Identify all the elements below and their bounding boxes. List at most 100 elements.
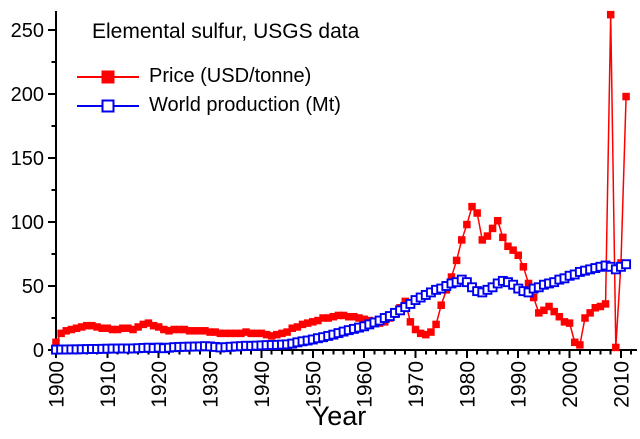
price-marker bbox=[509, 246, 517, 254]
price-marker bbox=[62, 327, 71, 335]
price-marker bbox=[252, 329, 261, 338]
x-tick-label: 1950 bbox=[302, 361, 325, 408]
price-marker bbox=[555, 312, 564, 321]
price-marker bbox=[560, 318, 569, 326]
price-marker bbox=[432, 320, 440, 329]
price-marker bbox=[550, 307, 558, 316]
price-marker bbox=[267, 332, 276, 340]
price-marker bbox=[113, 325, 122, 334]
price-marker bbox=[540, 306, 548, 315]
price-marker bbox=[529, 293, 538, 302]
price-marker bbox=[581, 314, 589, 322]
price-marker bbox=[601, 300, 610, 308]
price-marker bbox=[134, 323, 142, 331]
price-marker bbox=[468, 202, 476, 211]
price-marker bbox=[622, 92, 630, 101]
price-marker bbox=[211, 328, 219, 336]
price-marker bbox=[422, 330, 430, 339]
y-tick-label: 250 bbox=[11, 20, 44, 42]
price-marker bbox=[216, 329, 225, 338]
legend-item-price: Price (USD/tonne) bbox=[76, 62, 341, 91]
y-tick-label: 0 bbox=[33, 340, 44, 362]
price-marker bbox=[324, 314, 332, 322]
price-marker bbox=[298, 320, 307, 329]
x-tick-label: 1980 bbox=[456, 361, 479, 408]
price-marker bbox=[303, 319, 312, 327]
y-tick-label: 150 bbox=[11, 148, 44, 170]
price-marker bbox=[185, 327, 194, 335]
price-marker bbox=[612, 343, 620, 352]
price-marker bbox=[591, 304, 600, 312]
price-marker bbox=[596, 302, 605, 311]
price-marker bbox=[488, 224, 497, 233]
price-marker bbox=[119, 324, 127, 332]
price-marker bbox=[411, 325, 420, 334]
price-marker bbox=[319, 314, 327, 322]
price-marker bbox=[83, 321, 91, 330]
price-marker bbox=[406, 318, 415, 326]
price-marker bbox=[144, 319, 153, 327]
price-marker bbox=[606, 10, 615, 19]
price-marker bbox=[427, 328, 435, 336]
x-tick-label: 1900 bbox=[46, 361, 69, 408]
legend-label-price: Price (USD/tonne) bbox=[149, 65, 312, 87]
price-marker bbox=[247, 329, 255, 338]
price-marker bbox=[355, 314, 363, 322]
legend: Price (USD/tonne) World production (Mt) bbox=[76, 62, 341, 120]
price-marker bbox=[180, 325, 189, 334]
price-marker bbox=[524, 279, 533, 288]
series-price bbox=[52, 10, 630, 352]
price-marker bbox=[457, 236, 466, 244]
price-marker bbox=[437, 301, 445, 309]
price-marker bbox=[473, 209, 481, 217]
price-marker bbox=[565, 319, 574, 327]
price-marker bbox=[160, 325, 168, 334]
price-marker bbox=[129, 325, 137, 334]
price-marker bbox=[262, 330, 271, 339]
price-marker bbox=[273, 330, 281, 339]
price-marker bbox=[416, 329, 425, 338]
price-marker bbox=[226, 329, 235, 338]
price-marker bbox=[401, 297, 409, 306]
price-marker bbox=[329, 312, 338, 321]
price-series-swatch-icon bbox=[77, 70, 139, 83]
price-marker bbox=[283, 328, 291, 336]
price-marker bbox=[77, 323, 86, 331]
price-marker bbox=[170, 325, 178, 334]
price-marker bbox=[570, 338, 579, 347]
price-marker bbox=[57, 329, 65, 338]
x-tick-label: 1940 bbox=[251, 361, 274, 408]
price-marker bbox=[360, 315, 368, 324]
price-marker bbox=[242, 328, 250, 336]
price-marker bbox=[493, 216, 502, 225]
price-marker bbox=[350, 312, 358, 321]
price-marker bbox=[545, 302, 553, 311]
price-marker bbox=[93, 323, 101, 331]
production-marker bbox=[461, 277, 472, 288]
price-marker bbox=[232, 329, 240, 338]
price-marker bbox=[278, 329, 286, 338]
price-marker bbox=[447, 273, 456, 281]
price-marker bbox=[88, 321, 96, 330]
price-marker bbox=[108, 325, 117, 334]
y-tick-label: 50 bbox=[22, 276, 44, 298]
price-marker bbox=[196, 327, 204, 335]
price-marker bbox=[499, 233, 507, 242]
price-marker bbox=[478, 236, 487, 244]
production-series-swatch-icon bbox=[77, 99, 139, 112]
legend-label-production: World production (Mt) bbox=[149, 94, 341, 116]
y-tick-label: 100 bbox=[11, 212, 44, 234]
price-marker bbox=[586, 309, 594, 317]
x-tick-label: 1910 bbox=[97, 361, 120, 408]
price-marker bbox=[165, 327, 173, 335]
x-tick-label: 1930 bbox=[200, 361, 223, 408]
x-tick-label: 2000 bbox=[559, 361, 582, 408]
price-marker bbox=[124, 324, 132, 332]
price-marker bbox=[103, 324, 112, 332]
x-axis-title: Year bbox=[311, 401, 367, 431]
x-tick-label: 1960 bbox=[354, 361, 377, 408]
price-marker bbox=[257, 329, 266, 338]
price-marker bbox=[504, 242, 512, 251]
